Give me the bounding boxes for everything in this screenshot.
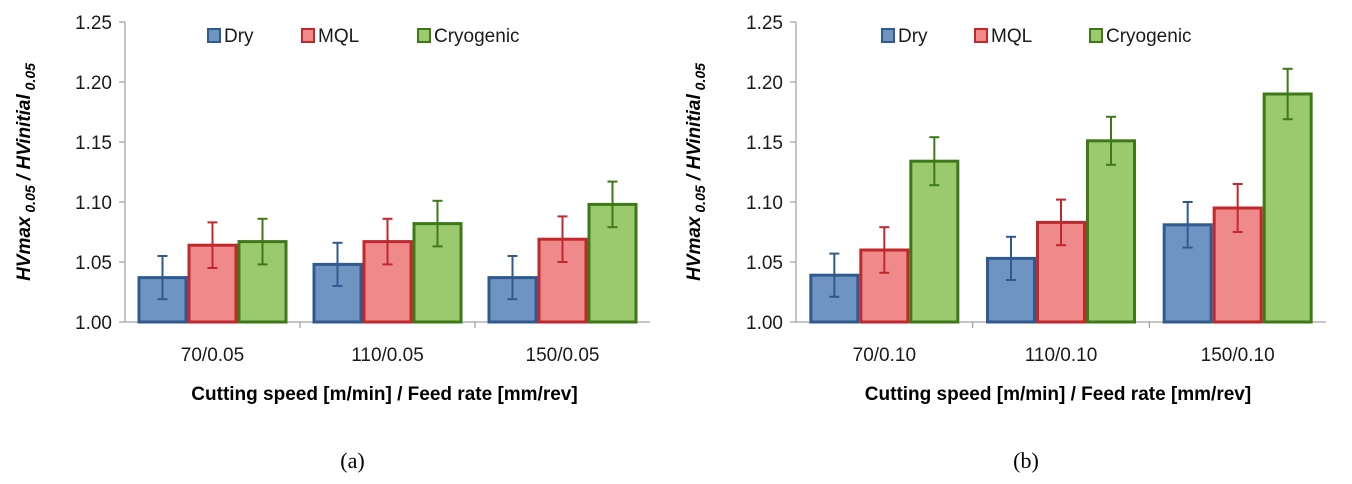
y-tick-label: 1.15 <box>746 133 783 154</box>
legend-swatch-dry <box>881 28 895 43</box>
y-tick-label: 1.20 <box>75 73 112 94</box>
legend-label-mql: MQL <box>991 26 1032 47</box>
y-tick-label: 1.10 <box>746 193 783 214</box>
y-axis-title: HVmax 0.05 / HVinitial 0.05 <box>14 63 38 281</box>
x-category-label: 110/0.05 <box>351 345 424 366</box>
legend-label-mql: MQL <box>318 26 359 47</box>
panel-label: (b) <box>1013 448 1039 473</box>
bar-mql-70/0.10 <box>859 248 910 324</box>
panel-label: (a) <box>340 448 364 473</box>
legend-swatch-mql <box>974 28 988 43</box>
x-axis-title: Cutting speed [m/min] / Feed rate [mm/re… <box>865 384 1251 405</box>
legend-swatch-cryogenic <box>1089 28 1103 43</box>
legend-label-cryogenic: Cryogenic <box>434 26 520 47</box>
y-tick-label: 1.05 <box>746 253 783 274</box>
y-tick-label: 1.15 <box>75 133 112 154</box>
y-tick-label: 1.25 <box>75 13 112 34</box>
bar-cryogenic-150/0.10 <box>1262 92 1313 324</box>
bar-cryogenic-70/0.10 <box>909 159 960 324</box>
bar-dry-70/0.10 <box>809 273 860 324</box>
legend-label-dry: Dry <box>224 26 254 47</box>
bar-mql-150/0.05 <box>537 237 588 324</box>
legend-label-cryogenic: Cryogenic <box>1106 26 1192 47</box>
x-axis-title: Cutting speed [m/min] / Feed rate [mm/re… <box>191 384 577 405</box>
x-category-label: 70/0.10 <box>853 345 916 366</box>
chart-panel-a: 1.00 1.05 1.10 1.15 1.20 1.25 70/0.05 110/0.05 1… <box>14 13 650 473</box>
y-tick-label: 1.10 <box>75 193 112 214</box>
legend-swatch-cryogenic <box>417 28 431 43</box>
y-tick-label: 1.25 <box>746 13 783 34</box>
y-axis-title: HVmax 0.05 / HVinitial 0.05 <box>684 63 708 281</box>
bar-cryogenic-70/0.05 <box>237 240 288 324</box>
chart-panel-b: 1.00 1.05 1.10 1.15 1.20 1.25 70/0.10 110/0.10 1… <box>684 13 1326 473</box>
bar-cryogenic-110/0.10 <box>1086 139 1136 324</box>
legend-swatch-dry <box>207 28 221 43</box>
y-tick-label: 1.05 <box>75 253 112 274</box>
y-tick-label: 1.20 <box>746 73 783 94</box>
x-category-label: 150/0.10 <box>1201 345 1275 366</box>
x-category-label: 110/0.10 <box>1025 345 1098 366</box>
x-category-label: 150/0.05 <box>526 345 600 366</box>
legend-swatch-mql <box>301 28 315 43</box>
y-tick-label: 1.00 <box>75 313 112 334</box>
legend-label-dry: Dry <box>898 26 928 47</box>
y-tick-label: 1.00 <box>746 313 783 334</box>
x-category-label: 70/0.05 <box>181 345 244 366</box>
